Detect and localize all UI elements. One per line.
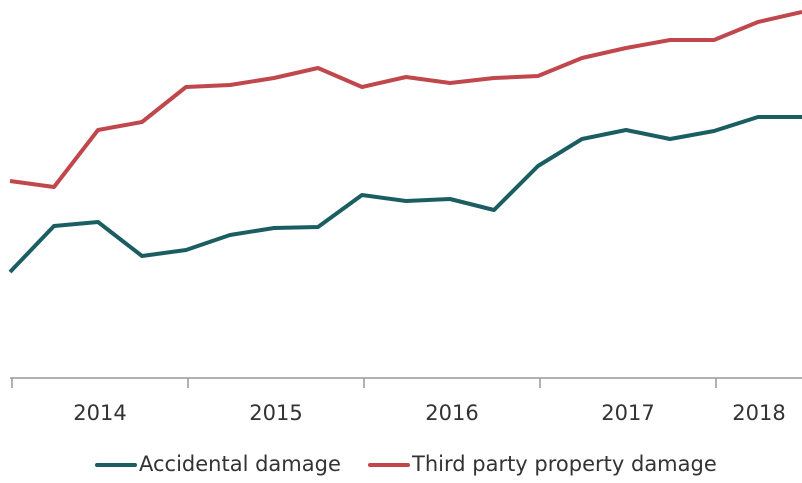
x-tick-label: 2014 (73, 401, 126, 425)
x-tick-label: 2016 (425, 401, 478, 425)
legend-label: Accidental damage (139, 452, 341, 476)
line-series (8, 115, 802, 274)
x-tick-label: 2015 (249, 401, 302, 425)
x-tick-label: 2017 (601, 401, 654, 425)
line-series (9, 10, 802, 189)
x-tick-label: 2018 (732, 401, 785, 425)
legend-label: Third party property damage (411, 452, 717, 476)
